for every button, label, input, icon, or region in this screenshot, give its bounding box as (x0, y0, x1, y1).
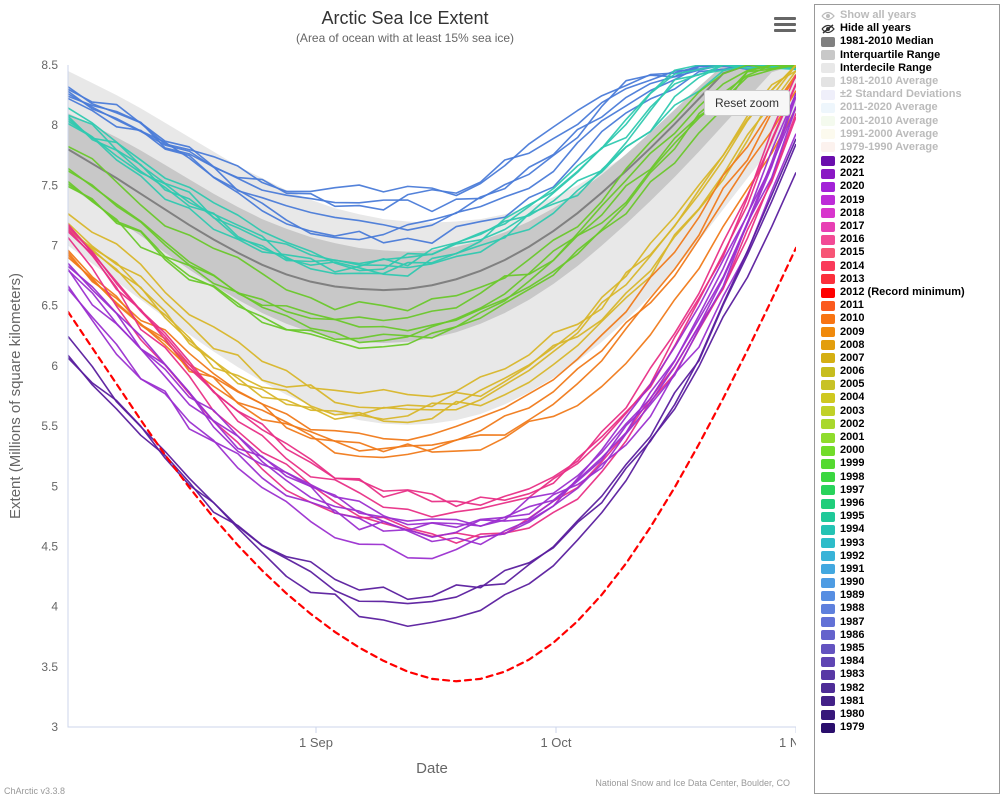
eye-off-icon (821, 24, 835, 34)
legend-item[interactable]: 1999 (817, 457, 997, 470)
legend-item[interactable]: ±2 Standard Deviations (817, 88, 997, 101)
legend-item[interactable]: 1994 (817, 523, 997, 536)
legend-item[interactable]: 1986 (817, 629, 997, 642)
svg-text:4: 4 (51, 600, 58, 614)
legend-item[interactable]: 1987 (817, 616, 997, 629)
legend-item[interactable]: 2010 (817, 312, 997, 325)
chart-subtitle: (Area of ocean with at least 15% sea ice… (0, 31, 810, 45)
legend-item[interactable]: 2018 (817, 207, 997, 220)
legend-item[interactable]: 1991 (817, 563, 997, 576)
legend-item[interactable]: 1995 (817, 510, 997, 523)
legend-item[interactable]: 1997 (817, 484, 997, 497)
legend-item[interactable]: Interquartile Range (817, 49, 997, 62)
legend-item[interactable]: 1979 (817, 721, 997, 734)
legend-item[interactable]: 2019 (817, 194, 997, 207)
legend-item[interactable]: 2013 (817, 273, 997, 286)
svg-text:Extent (Millions of square kil: Extent (Millions of square kilometers) (7, 273, 24, 519)
legend-item[interactable]: 2005 (817, 378, 997, 391)
legend-item[interactable]: 1980 (817, 708, 997, 721)
legend-item[interactable]: 2015 (817, 246, 997, 259)
legend-panel: Show all yearsHide all years1981-2010 Me… (814, 4, 1000, 794)
reset-zoom-button[interactable]: Reset zoom (704, 90, 790, 116)
legend-item[interactable]: 1981 (817, 695, 997, 708)
legend-item[interactable]: 1981-2010 Median (817, 35, 997, 48)
legend-item[interactable]: 2011-2020 Average (817, 101, 997, 114)
svg-text:3.5: 3.5 (41, 660, 58, 674)
legend-item[interactable]: 2009 (817, 326, 997, 339)
legend-item[interactable]: 1996 (817, 497, 997, 510)
legend-item[interactable]: 2021 (817, 167, 997, 180)
legend-item[interactable]: 2007 (817, 352, 997, 365)
legend-item[interactable]: 1982 (817, 682, 997, 695)
legend-item[interactable]: 1992 (817, 550, 997, 563)
legend-item[interactable]: 2003 (817, 405, 997, 418)
svg-text:6: 6 (51, 359, 58, 373)
svg-text:3: 3 (51, 720, 58, 734)
legend-item[interactable]: 2006 (817, 365, 997, 378)
legend-item[interactable]: 2000 (817, 444, 997, 457)
svg-text:8: 8 (51, 118, 58, 132)
svg-text:8.5: 8.5 (41, 58, 58, 72)
legend-item[interactable]: 1993 (817, 537, 997, 550)
legend-item[interactable]: 1989 (817, 589, 997, 602)
legend-item[interactable]: 1988 (817, 602, 997, 615)
svg-text:Date: Date (416, 760, 448, 777)
legend-item[interactable]: 1983 (817, 668, 997, 681)
chart-plot[interactable]: 33.544.555.566.577.588.51 Sep1 Oct1 NovD… (0, 45, 810, 785)
legend-item[interactable]: 1979-1990 Average (817, 141, 997, 154)
svg-text:7: 7 (51, 239, 58, 253)
chart-menu-icon[interactable] (774, 14, 796, 34)
legend-item[interactable]: Hide all years (817, 22, 997, 35)
svg-text:5.5: 5.5 (41, 419, 58, 433)
legend-item[interactable]: 2008 (817, 339, 997, 352)
chart-title: Arctic Sea Ice Extent (0, 8, 810, 29)
svg-text:1 Oct: 1 Oct (540, 735, 571, 750)
legend-item[interactable]: 2022 (817, 154, 997, 167)
legend-item[interactable]: Interdecile Range (817, 62, 997, 75)
svg-text:4.5: 4.5 (41, 539, 58, 553)
version-text: ChArctic v3.3.8 (4, 786, 65, 796)
legend-item[interactable]: 2012 (Record minimum) (817, 286, 997, 299)
svg-text:7.5: 7.5 (41, 178, 58, 192)
legend-item[interactable]: 2002 (817, 418, 997, 431)
legend-item[interactable]: 1990 (817, 576, 997, 589)
legend-item[interactable]: 1985 (817, 642, 997, 655)
svg-text:6.5: 6.5 (41, 299, 58, 313)
legend-item[interactable]: 2014 (817, 260, 997, 273)
eye-icon (821, 11, 835, 21)
legend-item[interactable]: 1981-2010 Average (817, 75, 997, 88)
legend-item[interactable]: 1998 (817, 471, 997, 484)
legend-item[interactable]: 1984 (817, 655, 997, 668)
svg-text:5: 5 (51, 479, 58, 493)
legend-item[interactable]: Show all years (817, 9, 997, 22)
legend-item[interactable]: 2001 (817, 431, 997, 444)
legend-item[interactable]: 2011 (817, 299, 997, 312)
svg-text:1 Sep: 1 Sep (299, 735, 333, 750)
legend-item[interactable]: 1991-2000 Average (817, 128, 997, 141)
legend-item[interactable]: 2016 (817, 233, 997, 246)
chart-container: Arctic Sea Ice Extent (Area of ocean wit… (0, 0, 810, 800)
legend-item[interactable]: 2001-2010 Average (817, 115, 997, 128)
legend-item[interactable]: 2020 (817, 180, 997, 193)
legend-item[interactable]: 2004 (817, 391, 997, 404)
legend-item[interactable]: 2017 (817, 220, 997, 233)
credit-text: National Snow and Ice Data Center, Bould… (595, 778, 790, 788)
